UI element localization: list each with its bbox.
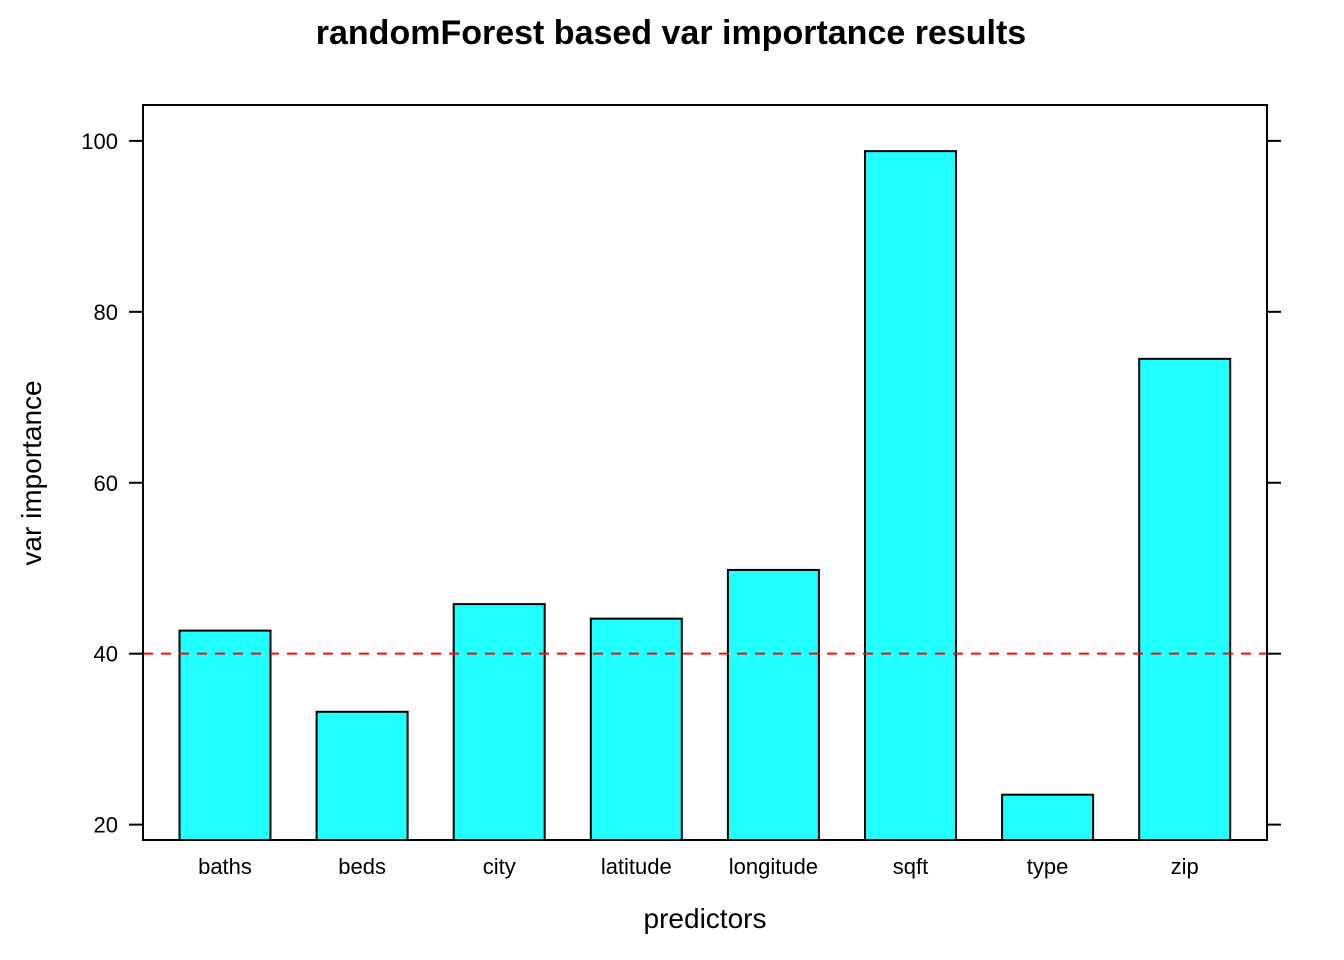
y-tick-label-60: 60 (94, 471, 118, 496)
axes-layer: baths beds city latitude longitude sqft type zi… (81, 129, 1281, 879)
x-tick-label-city: city (483, 854, 516, 879)
bar-city (452, 603, 546, 841)
bar-baths (178, 629, 272, 842)
x-tick-label-type: type (1027, 854, 1069, 879)
x-tick-label-zip: zip (1171, 854, 1199, 879)
x-tick-label-beds: beds (338, 854, 386, 879)
bars-layer (178, 150, 1232, 842)
bar-type (1001, 793, 1095, 842)
x-tick-label-sqft: sqft (893, 854, 928, 879)
bar-sqft (864, 150, 957, 841)
bar-longitude (726, 568, 820, 841)
y-tick-label-100: 100 (81, 129, 118, 154)
y-axis-label: var importance (16, 380, 47, 565)
y-tick-label-40: 40 (94, 642, 118, 667)
x-tick-label-longitude: longitude (729, 854, 818, 879)
x-tick-label-baths: baths (198, 854, 252, 879)
y-tick-label-20: 20 (94, 813, 118, 838)
bar-beds (315, 710, 409, 841)
bar-zip (1138, 357, 1232, 841)
x-axis-label: predictors (644, 903, 767, 934)
chart-title: randomForest based var importance result… (316, 14, 1026, 52)
x-tick-label-latitude: latitude (601, 854, 672, 879)
bar-latitude (589, 617, 683, 841)
plot-frame (142, 104, 1268, 841)
y-tick-label-80: 80 (94, 300, 118, 325)
